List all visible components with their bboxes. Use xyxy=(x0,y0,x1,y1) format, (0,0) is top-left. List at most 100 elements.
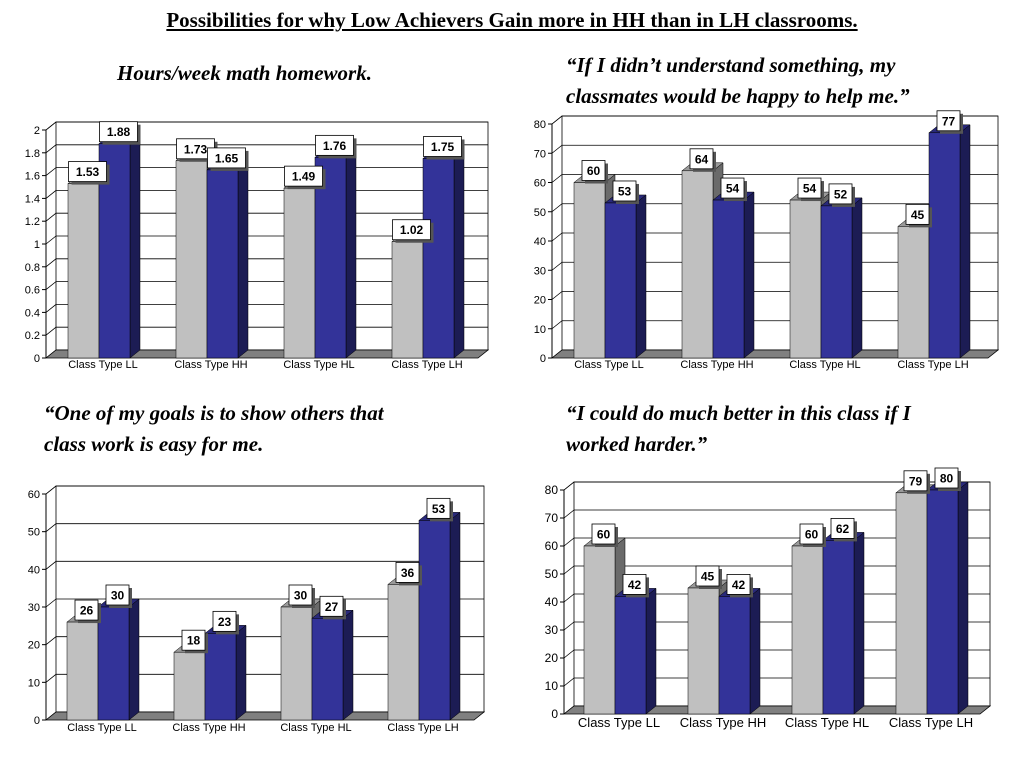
data-label-box xyxy=(105,584,130,606)
data-label: 53 xyxy=(432,502,446,516)
data-label-box xyxy=(726,574,751,595)
data-label-box xyxy=(68,161,107,182)
data-label: 52 xyxy=(834,187,848,201)
data-label: 1.02 xyxy=(400,223,424,237)
chart-3-caption: “One of my goals is to show others that … xyxy=(44,398,384,460)
chart-4-caption-line: worked harder.” xyxy=(566,432,708,456)
data-label: 54 xyxy=(726,182,740,196)
y-tick-label: 80 xyxy=(545,483,559,497)
y-tick-label: 0 xyxy=(540,353,546,365)
x-tick-label: Class Type LL xyxy=(574,359,644,371)
y-tick-label: 30 xyxy=(545,623,559,637)
x-tick-label: Class Type HH xyxy=(680,359,753,371)
data-label-box xyxy=(426,497,451,519)
bar-side xyxy=(853,531,865,715)
data-label: 62 xyxy=(836,522,850,536)
data-label: 1.73 xyxy=(184,142,208,156)
data-label: 1.88 xyxy=(107,125,131,139)
bar xyxy=(311,618,344,721)
y-tick-label: 60 xyxy=(28,489,40,501)
side-wall-edge xyxy=(45,121,57,131)
data-label: 45 xyxy=(911,208,925,222)
data-label: 30 xyxy=(111,589,125,603)
data-label-box xyxy=(591,523,616,545)
bar xyxy=(614,596,647,715)
data-label-box xyxy=(828,183,853,205)
x-tick-label: Class Type HH xyxy=(172,722,245,734)
chart-2-caption-line: classmates would be happy to help me.” xyxy=(566,84,910,108)
chart-1-caption: Hours/week math homework. xyxy=(117,58,372,89)
plot-area xyxy=(564,482,990,714)
chart-3-caption-line: “One of my goals is to show others that xyxy=(44,401,384,425)
data-label-box xyxy=(799,523,824,545)
chart-4-caption: “I could do much better in this class if… xyxy=(566,398,911,460)
data-label: 1.53 xyxy=(76,165,100,179)
data-label-box xyxy=(797,177,822,199)
x-tick-label: Class Type HH xyxy=(174,359,247,371)
plot-area xyxy=(46,122,488,358)
y-tick-label: 10 xyxy=(545,679,559,693)
data-label-box xyxy=(903,470,928,492)
data-label-box xyxy=(612,180,637,202)
data-label: 60 xyxy=(587,164,601,178)
plot-area xyxy=(46,486,484,720)
chart-2-caption: “If I didn’t understand something, my cl… xyxy=(566,50,910,112)
data-label: 1.65 xyxy=(215,151,239,165)
x-tick-label: Class Type HL xyxy=(789,359,860,371)
data-label-box xyxy=(207,147,246,169)
y-tick-label: 0 xyxy=(34,353,40,365)
x-tick-label: Class Type LL xyxy=(68,359,138,371)
chart-4-caption-line: “I could do much better in this class if… xyxy=(566,401,911,425)
y-tick-label: 60 xyxy=(545,539,559,553)
data-label: 36 xyxy=(401,566,415,580)
bar xyxy=(718,596,751,715)
y-tick-label: 40 xyxy=(545,595,559,609)
x-tick-label: Class Type HL xyxy=(785,715,869,730)
y-tick-label: 1.4 xyxy=(25,193,40,205)
bar xyxy=(583,545,616,715)
data-label-box xyxy=(581,160,606,181)
bar xyxy=(928,132,961,359)
data-label-box xyxy=(934,467,959,489)
bar xyxy=(173,651,206,721)
chart-3-caption-line: class work is easy for me. xyxy=(44,432,264,456)
x-tick-label: Class Type LH xyxy=(391,359,462,371)
y-tick-label: 50 xyxy=(545,567,559,581)
data-label: 18 xyxy=(187,634,201,648)
data-label: 42 xyxy=(628,578,642,592)
bar xyxy=(712,199,745,359)
x-tick-label: Class Type HL xyxy=(283,359,354,371)
y-tick-label: 70 xyxy=(534,148,546,160)
data-label: 30 xyxy=(294,589,308,603)
y-tick-label: 2 xyxy=(34,125,40,137)
y-tick-label: 50 xyxy=(28,527,40,539)
data-label-box xyxy=(622,574,647,595)
data-label-box xyxy=(936,110,961,132)
data-label: 27 xyxy=(325,600,339,614)
data-label-box xyxy=(695,565,720,587)
bar xyxy=(604,202,637,359)
y-tick-label: 20 xyxy=(534,295,546,307)
x-tick-label: Class Type LH xyxy=(889,715,973,730)
bar xyxy=(789,199,822,359)
chart-1-caption-line: Hours/week math homework. xyxy=(117,61,372,85)
bar xyxy=(822,540,855,715)
y-tick-label: 0.6 xyxy=(25,285,40,297)
y-tick-label: 10 xyxy=(534,324,546,336)
bar xyxy=(820,205,853,359)
data-label-box xyxy=(830,518,855,539)
bar-side xyxy=(749,587,761,715)
y-tick-label: 1.2 xyxy=(25,216,40,228)
bar xyxy=(422,158,455,359)
x-tick-label: Class Type HH xyxy=(680,715,766,730)
bar xyxy=(897,226,930,359)
data-label: 1.49 xyxy=(292,170,316,184)
y-tick-label: 30 xyxy=(534,265,546,277)
side-wall-edge xyxy=(551,115,563,125)
data-label-box xyxy=(392,219,431,241)
data-label-box xyxy=(689,148,714,170)
data-label-box xyxy=(423,136,462,157)
data-label-box xyxy=(319,595,344,617)
